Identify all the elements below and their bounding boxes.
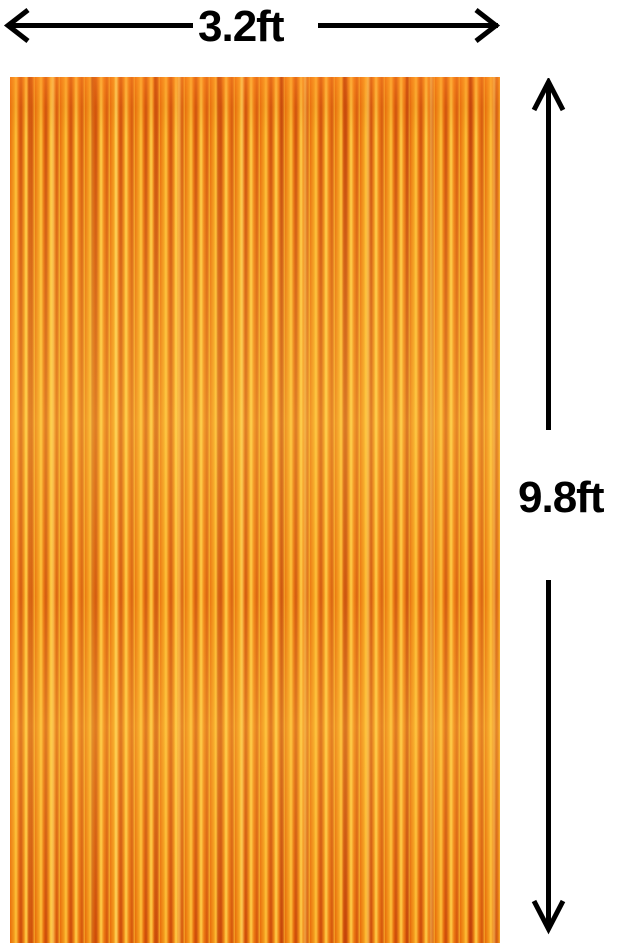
arrow-left-icon bbox=[3, 8, 30, 43]
height-arrow-line-bottom bbox=[546, 580, 551, 926]
arrow-right-icon bbox=[474, 8, 501, 43]
height-arrow-line-top bbox=[546, 86, 551, 430]
arrow-up-icon bbox=[531, 78, 566, 112]
width-arrow-line-right bbox=[318, 23, 498, 28]
curtain-shine bbox=[10, 77, 500, 943]
arrow-down-icon bbox=[531, 899, 566, 935]
width-label: 3.2ft bbox=[198, 2, 284, 51]
foil-fringe-curtain bbox=[10, 77, 500, 943]
height-label: 9.8ft bbox=[518, 473, 604, 522]
width-arrow-line-left bbox=[8, 23, 193, 28]
